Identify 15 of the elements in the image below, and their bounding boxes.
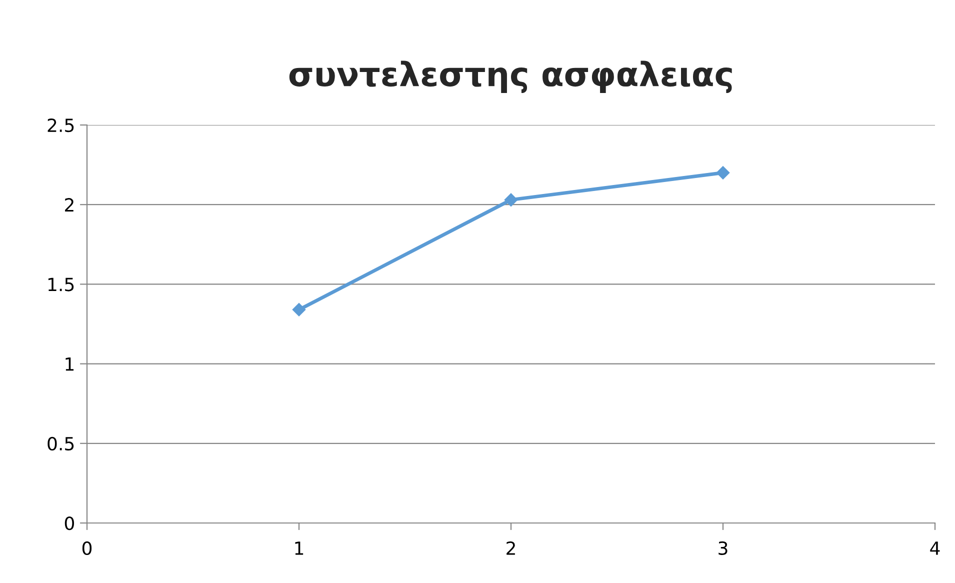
point (292, 303, 306, 316)
chart-title: συντελεστης ασφαλειας (289, 60, 732, 94)
y-tick-label: 2.5 (48, 118, 74, 132)
y-tick-label: 1.5 (48, 278, 74, 292)
x-tick-label: 2 (506, 541, 515, 555)
y-tick-label: 0.5 (48, 436, 74, 451)
point (504, 193, 518, 206)
point (716, 166, 730, 180)
y-tick-label: 0 (64, 516, 74, 530)
x-tick-label: 4 (930, 542, 940, 555)
x-tick-label: 0 (82, 541, 92, 556)
y-tick-label: 1 (66, 357, 74, 371)
x-tick-label: 3 (718, 541, 728, 556)
x-tick-label: 1 (295, 542, 304, 555)
y-tick-label: 2 (65, 198, 74, 212)
